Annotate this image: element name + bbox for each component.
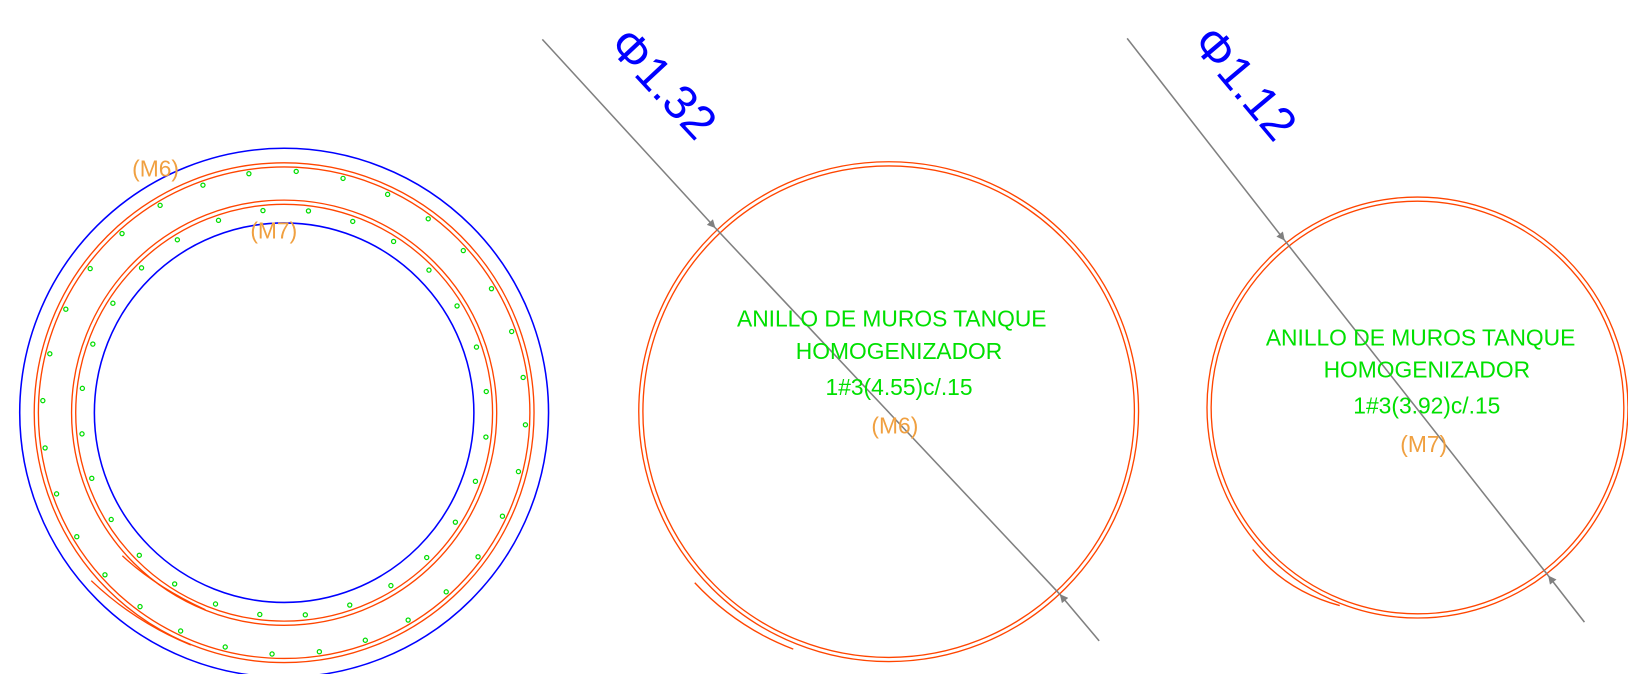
lap-splice xyxy=(694,582,794,650)
rebar-dot xyxy=(90,341,96,347)
rebar-dot xyxy=(136,552,143,558)
rebar-dot xyxy=(452,519,459,525)
ring-view: Φ1.32 ANILLO DE MUROS TANQUE HOMOGENIZAD… xyxy=(541,18,1140,663)
rebar-dot xyxy=(87,265,93,272)
rebar-dot xyxy=(212,601,219,607)
rebar-dot xyxy=(473,344,480,350)
rebar-dot xyxy=(260,207,266,214)
ring-subtitle: HOMOGENIZADOR xyxy=(1324,356,1530,382)
section-view: (M6) (M7) xyxy=(19,147,550,674)
rebar-dot xyxy=(42,445,48,451)
rebar-dot xyxy=(347,602,353,608)
rebar-dot xyxy=(390,238,397,245)
rebar-dot xyxy=(215,217,222,224)
m6-ring xyxy=(33,162,535,664)
rebar-dot xyxy=(257,611,263,618)
section-label: (M6) xyxy=(132,155,179,181)
ring-spec: 1#3(4.55)c/.15 xyxy=(826,374,973,400)
rebar-dot xyxy=(157,202,163,209)
ring-mark: (M7) xyxy=(1400,431,1447,457)
dimension-label: Φ1.32 xyxy=(599,18,727,150)
ring xyxy=(638,161,1140,663)
rebar-dot xyxy=(499,513,506,519)
rebar-dot xyxy=(47,351,53,357)
m6-ring xyxy=(37,166,531,660)
rebar-dot xyxy=(454,303,460,309)
rebar-dot xyxy=(443,589,449,595)
rebar-dot xyxy=(246,170,252,177)
rebar-dot xyxy=(89,475,95,482)
ring-subtitle: HOMOGENIZADOR xyxy=(796,338,1002,364)
rebar-dot xyxy=(384,191,391,198)
lap-splice xyxy=(121,555,206,611)
m7-ring xyxy=(70,199,498,626)
rebar-dot xyxy=(119,230,125,237)
rebar-dot xyxy=(302,612,309,618)
rebar-dot xyxy=(388,582,394,589)
rebar-dot xyxy=(424,554,430,561)
rebar-dot xyxy=(79,385,86,392)
rebar-dot xyxy=(53,491,60,497)
rebar-dot xyxy=(79,431,85,437)
rebar-dot xyxy=(305,208,312,214)
rebar-dot xyxy=(340,175,346,182)
ring-title: ANILLO DE MUROS TANQUE xyxy=(737,306,1047,332)
ring xyxy=(642,165,1136,659)
m7-ring xyxy=(75,203,494,622)
rebar-dot xyxy=(483,388,489,395)
rebar-dot xyxy=(269,651,275,657)
rebar-dot xyxy=(40,397,46,404)
rebar-dot xyxy=(102,572,108,578)
inner-wall xyxy=(93,222,475,604)
rebar-dot xyxy=(108,516,114,523)
dimension-line xyxy=(1547,575,1586,623)
ring-view: Φ1.12 ANILLO DE MUROS TANQUE HOMOGENIZAD… xyxy=(1126,17,1628,623)
rebar-dot xyxy=(138,265,145,271)
rebar-dot xyxy=(520,374,526,381)
outer-wall xyxy=(19,147,550,674)
rebar-dot xyxy=(222,644,228,650)
rebar-dot xyxy=(171,581,178,587)
rebar-dot xyxy=(515,468,522,475)
rebar-dots xyxy=(40,168,529,657)
rebar-dot xyxy=(460,247,466,254)
rebar-dot xyxy=(472,478,479,485)
dimension-line xyxy=(1284,240,1549,576)
rebar-dot xyxy=(425,216,431,222)
rebar-dot xyxy=(475,554,481,560)
rebar-dot xyxy=(508,328,515,335)
ring-mark: (M6) xyxy=(871,412,918,438)
rebar-dot xyxy=(137,603,143,610)
section-label: (M7) xyxy=(250,217,297,243)
rebar-dot xyxy=(316,649,323,655)
dimension-line xyxy=(1059,593,1100,642)
rebar-dot xyxy=(522,422,529,428)
lap-splice xyxy=(90,580,192,646)
rebar-dot xyxy=(63,306,69,312)
rebar-dot xyxy=(350,218,356,225)
rebar-dot xyxy=(174,237,181,243)
rebar-dot xyxy=(405,617,411,623)
rebar-dot xyxy=(362,637,369,643)
rebar-dot xyxy=(74,534,80,540)
rebar-dot xyxy=(488,285,495,292)
rebar-dot xyxy=(177,628,184,634)
ring-spec: 1#3(3.92)c/.15 xyxy=(1353,393,1500,419)
ring-title: ANILLO DE MUROS TANQUE xyxy=(1266,324,1576,350)
dimension-line xyxy=(1126,37,1286,242)
dimension-line xyxy=(714,227,1061,595)
dimension-line xyxy=(541,38,717,229)
lap-splice xyxy=(1252,549,1340,607)
rebar-dot xyxy=(426,267,432,273)
rebar-dot xyxy=(483,434,489,440)
rebar-dot xyxy=(200,182,206,188)
rebar-dot xyxy=(293,168,299,175)
dimension-label: Φ1.12 xyxy=(1182,17,1307,151)
ring xyxy=(1210,200,1625,615)
rebar-dot xyxy=(110,300,116,306)
